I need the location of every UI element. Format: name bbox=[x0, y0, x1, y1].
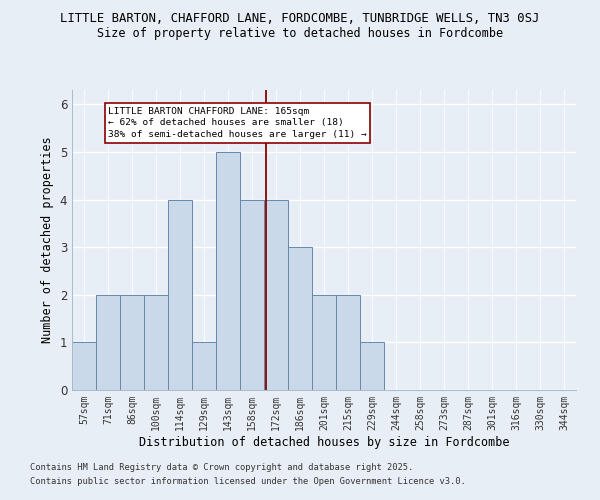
X-axis label: Distribution of detached houses by size in Fordcombe: Distribution of detached houses by size … bbox=[139, 436, 509, 448]
Bar bbox=[288, 247, 312, 390]
Bar bbox=[96, 295, 120, 390]
Bar bbox=[192, 342, 216, 390]
Text: Size of property relative to detached houses in Fordcombe: Size of property relative to detached ho… bbox=[97, 28, 503, 40]
Bar bbox=[72, 342, 96, 390]
Bar bbox=[312, 295, 336, 390]
Text: LITTLE BARTON CHAFFORD LANE: 165sqm
← 62% of detached houses are smaller (18)
38: LITTLE BARTON CHAFFORD LANE: 165sqm ← 62… bbox=[108, 106, 367, 140]
Y-axis label: Number of detached properties: Number of detached properties bbox=[41, 136, 54, 344]
Bar bbox=[360, 342, 384, 390]
Text: Contains public sector information licensed under the Open Government Licence v3: Contains public sector information licen… bbox=[30, 477, 466, 486]
Bar bbox=[336, 295, 360, 390]
Bar bbox=[264, 200, 288, 390]
Bar bbox=[240, 200, 264, 390]
Text: Contains HM Land Registry data © Crown copyright and database right 2025.: Contains HM Land Registry data © Crown c… bbox=[30, 464, 413, 472]
Text: LITTLE BARTON, CHAFFORD LANE, FORDCOMBE, TUNBRIDGE WELLS, TN3 0SJ: LITTLE BARTON, CHAFFORD LANE, FORDCOMBE,… bbox=[61, 12, 539, 26]
Bar bbox=[120, 295, 144, 390]
Bar bbox=[168, 200, 192, 390]
Bar bbox=[216, 152, 240, 390]
Bar bbox=[144, 295, 168, 390]
